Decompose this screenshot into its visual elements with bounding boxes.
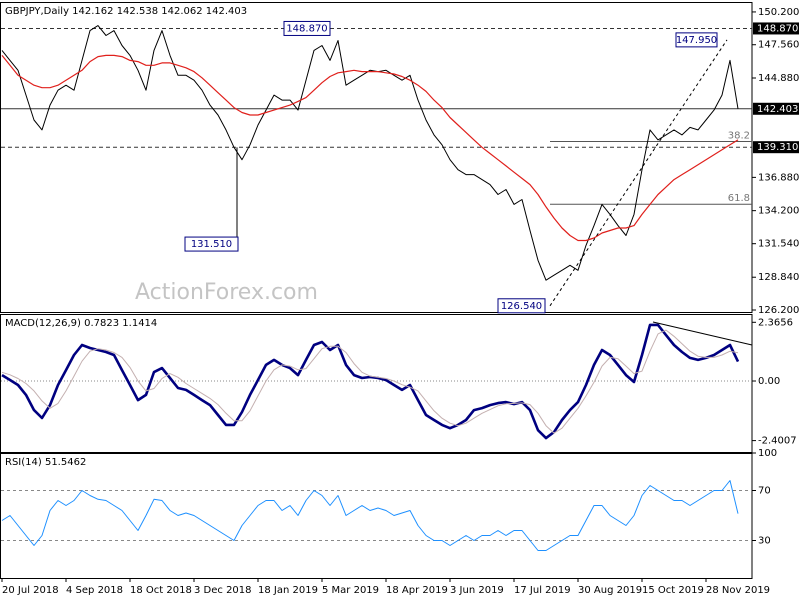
x-tick-label: 18 Apr 2019 [386, 585, 448, 596]
x-tick-label: 18 Jan 2019 [258, 585, 318, 596]
y-tick-label: 150.200 [758, 7, 799, 18]
panel-frame [0, 314, 753, 453]
price-level-box [753, 141, 799, 154]
y-tick-label: 30 [758, 536, 771, 547]
y-tick-label: 0.00 [758, 376, 780, 387]
fib-label: 38.2 [728, 130, 750, 141]
trend-line [652, 321, 753, 346]
y-tick-label: 2.3656 [758, 317, 793, 328]
y-tick-label: 144.880 [758, 73, 799, 84]
x-tick-label: 3 Jun 2019 [450, 585, 504, 596]
swing-line [549, 39, 728, 307]
series-line [1, 54, 739, 242]
panel-frame [0, 2, 753, 313]
y-tick-label: 147.560 [758, 40, 799, 51]
price-level-label: 139.310 [757, 142, 798, 153]
y-tick-label: 136.880 [758, 172, 799, 183]
x-tick-label: 5 Mar 2019 [322, 585, 379, 596]
x-tick-label: 28 Nov 2019 [706, 585, 770, 596]
y-tick-label: 128.840 [758, 272, 799, 283]
y-tick-label: 70 [758, 486, 771, 497]
annotation-label: 147.950 [676, 35, 717, 46]
watermark: ActionForex.com [135, 280, 318, 305]
fib-label: 61.8 [728, 193, 750, 204]
panel-title: RSI(14) 51.5462 [5, 457, 86, 468]
annotation-box [497, 298, 546, 314]
series-line [1, 329, 739, 434]
price-level-label: 142.403 [757, 104, 798, 115]
y-tick-label: -2.4007 [758, 436, 797, 447]
series-line [1, 323, 740, 440]
annotation-label: 148.870 [286, 23, 327, 34]
annotation-box [675, 32, 718, 48]
y-tick-label: 131.540 [758, 239, 799, 250]
series-line [1, 25, 739, 281]
panel-title: MACD(12,26,9) 0.7823 1.1414 [5, 318, 157, 329]
x-tick-label: 18 Oct 2018 [130, 585, 192, 596]
y-tick-label: 134.200 [758, 206, 799, 217]
panel-frame [0, 453, 753, 579]
annotation-label: 131.510 [191, 239, 232, 250]
annotation-box [184, 236, 239, 252]
annotation-box [283, 20, 331, 36]
annotation-label: 126.540 [501, 301, 542, 312]
x-tick-label: 3 Dec 2018 [194, 585, 252, 596]
y-tick-label: 100 [758, 448, 777, 459]
x-tick-label: 30 Aug 2019 [578, 585, 642, 596]
series-line [1, 480, 739, 551]
price-level-box [753, 102, 799, 115]
price-level-label: 148.870 [757, 23, 798, 34]
price-level-box [753, 22, 799, 35]
x-tick-label: 17 Jul 2019 [514, 585, 571, 596]
x-tick-label: 4 Sep 2018 [66, 585, 123, 596]
x-tick-label: 20 Jul 2018 [2, 585, 59, 596]
y-tick-label: 126.200 [758, 305, 799, 316]
x-tick-label: 15 Oct 2019 [642, 585, 704, 596]
panel-title: GBPJPY,Daily 142.162 142.538 142.062 142… [5, 6, 247, 17]
